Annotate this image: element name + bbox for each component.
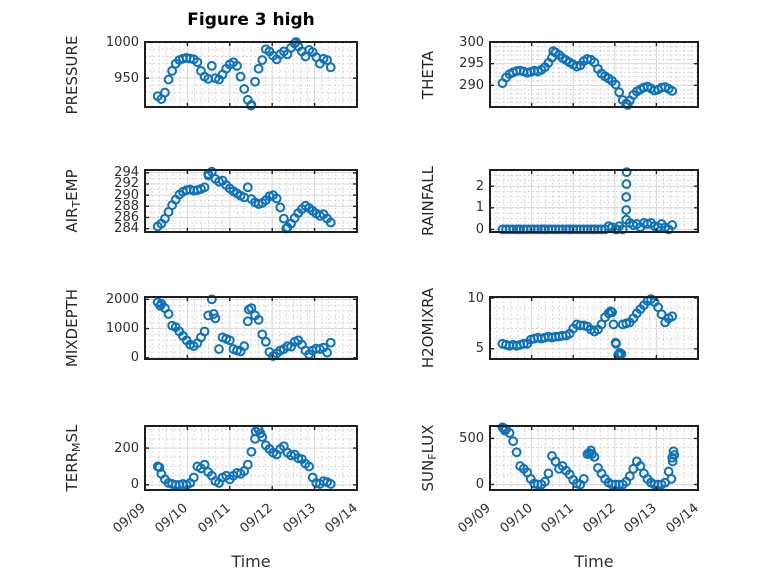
- axes-box: [144, 425, 358, 491]
- axes-box: [144, 169, 358, 233]
- plot-area-AIR_TEMP: [144, 166, 358, 234]
- data-points: [497, 167, 678, 235]
- y-tick-label: 200: [114, 440, 139, 456]
- axes-box: [144, 41, 358, 108]
- axes-box: [144, 296, 358, 360]
- y-tick-label: 290: [459, 77, 484, 93]
- y-tick-label: 950: [114, 70, 139, 86]
- data-points: [497, 294, 678, 360]
- data-points: [497, 46, 678, 110]
- y-axis-label-text: SUN: [419, 459, 437, 492]
- y-tick-label: 0: [475, 476, 484, 492]
- data-points: [152, 424, 336, 490]
- y-tick-label: 0: [130, 477, 139, 493]
- data-points: [152, 166, 336, 234]
- plot-area-SUN_FLUX: [489, 422, 699, 491]
- y-axis-label: MIXDEPTH: [63, 289, 81, 367]
- axes-box: [489, 41, 699, 108]
- y-axis-label-text: PRESSURE: [63, 35, 81, 114]
- y-tick-label: 294: [114, 165, 139, 181]
- y-tick-label: 5: [475, 341, 484, 357]
- y-axis-label: H2OMIXRA: [419, 288, 437, 368]
- data-points: [497, 422, 680, 490]
- y-axis-label-text: H2OMIXRA: [419, 287, 437, 369]
- y-tick-label: 288: [114, 198, 139, 214]
- y-tick-label: 2: [475, 178, 484, 194]
- y-axis-label-text: M: [70, 442, 83, 452]
- y-axis-label-text: EMP: [63, 169, 81, 201]
- y-tick-label: 10: [467, 290, 484, 306]
- plot-area-TERR_MSL: [144, 424, 358, 491]
- plot-area-PRESSURE: [144, 37, 358, 111]
- y-axis-label: PRESSURE: [63, 35, 81, 114]
- axes-box: [489, 425, 699, 491]
- x-axis-title: Time: [231, 552, 271, 571]
- y-tick-label: 286: [114, 209, 139, 225]
- major-grid: [489, 297, 699, 359]
- y-tick-label: 292: [114, 176, 139, 192]
- axes-box: [489, 296, 699, 360]
- y-axis-label: SUNFLUX: [419, 424, 439, 492]
- y-axis-label: AIRTEMP: [63, 169, 83, 233]
- x-axis-title: Time: [574, 552, 614, 571]
- axes-box: [489, 169, 699, 233]
- plot-area-MIXDEPTH: [144, 294, 358, 361]
- plot-area-THETA: [489, 41, 699, 110]
- y-axis-label-text: AIR: [63, 207, 81, 233]
- figure-title: Figure 3 high: [187, 10, 315, 30]
- y-axis-label-text: THETA: [419, 50, 437, 99]
- y-axis-label-text: RAINFALL: [419, 166, 437, 236]
- y-tick-label: 1: [475, 200, 484, 216]
- y-tick-label: 0: [475, 221, 484, 237]
- y-axis-label-text: LUX: [419, 424, 437, 454]
- y-axis-label-text: F: [426, 453, 439, 460]
- y-tick-label: 1000: [105, 34, 139, 50]
- y-tick-label: 500: [459, 430, 484, 446]
- y-axis-label-text: TERR: [63, 451, 81, 492]
- y-tick-label: 300: [459, 34, 484, 50]
- plot-area-H2OMIXRA: [489, 294, 699, 360]
- y-tick-label: 284: [114, 221, 139, 237]
- y-axis-label-text: MIXDEPTH: [63, 288, 81, 368]
- y-tick-label: 0: [130, 350, 139, 366]
- minor-grid: [490, 170, 698, 232]
- y-axis-label-text: T: [70, 200, 83, 208]
- plot-area-RAINFALL: [489, 167, 699, 235]
- y-axis-label: RAINFALL: [419, 166, 437, 236]
- data-points: [152, 294, 336, 361]
- y-tick-label: 295: [459, 56, 484, 72]
- data-points: [152, 37, 336, 111]
- y-tick-label: 2000: [105, 291, 139, 307]
- y-tick-label: 290: [114, 187, 139, 203]
- y-axis-label: TERRMSL: [63, 424, 83, 492]
- y-tick-label: 1000: [105, 321, 139, 337]
- y-axis-label-text: SL: [63, 424, 81, 443]
- y-axis-label: THETA: [419, 50, 437, 98]
